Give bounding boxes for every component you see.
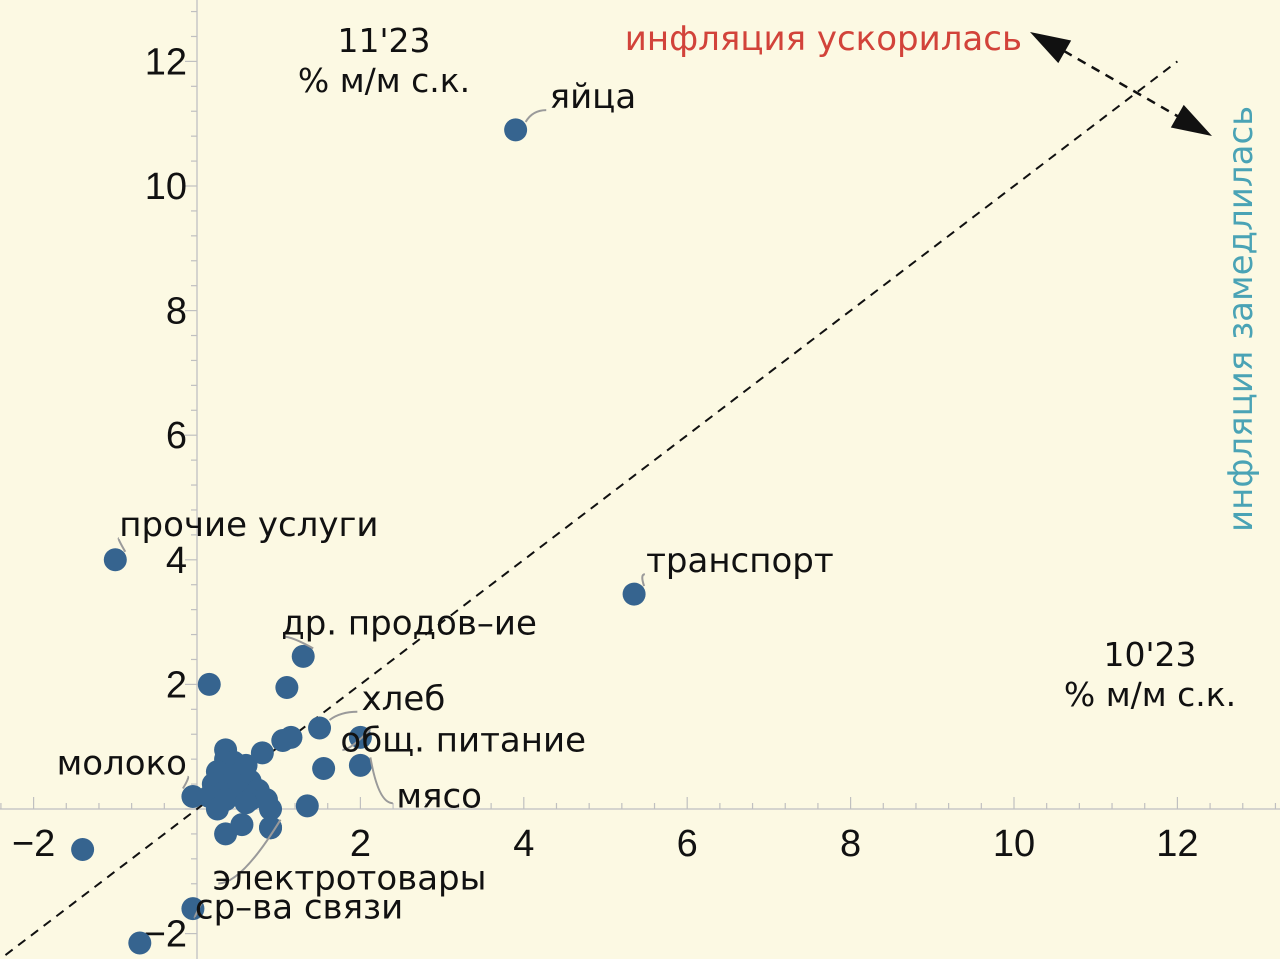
- point-label: общ. питание: [340, 720, 586, 760]
- data-point: [181, 785, 205, 809]
- x-tick-label: 2: [350, 823, 371, 865]
- data-point: [259, 816, 283, 840]
- inflation-accelerated-annotation: инфляция ускорилась: [625, 19, 1022, 59]
- y-tick-label: 12: [145, 41, 187, 83]
- x-period-line2: % м/м с.к.: [1064, 675, 1236, 714]
- leader-line: [641, 573, 646, 587]
- leader-line: [369, 757, 393, 805]
- x-period-line1: 10'23: [1103, 635, 1196, 674]
- diagonal-reference-line: [0, 60, 1179, 959]
- point-label: хлеб: [362, 679, 446, 719]
- point-label: электротовары: [213, 859, 487, 899]
- x-tick-label: 6: [677, 823, 698, 865]
- data-point: [250, 741, 274, 765]
- data-point: [197, 672, 221, 696]
- arrow-head-up: [1030, 32, 1072, 64]
- data-point: [214, 822, 238, 846]
- reference-layer: [0, 32, 1212, 959]
- point-label: молоко: [57, 744, 187, 784]
- data-point: [291, 644, 315, 668]
- y-tick-label: 6: [166, 415, 187, 457]
- data-point: [128, 931, 152, 955]
- point-label: ср–ва связи: [195, 888, 403, 928]
- x-tick-label: 8: [840, 823, 861, 865]
- data-point: [259, 797, 283, 821]
- leader-line: [193, 900, 204, 919]
- y-tick-label: 10: [145, 166, 187, 208]
- x-tick-label: 10: [993, 823, 1035, 865]
- point-label: яйца: [550, 77, 637, 117]
- data-point: [308, 716, 332, 740]
- y-tick-label: 8: [166, 291, 187, 333]
- y-period-line1: 11'23: [337, 21, 430, 60]
- data-point: [234, 791, 258, 815]
- labels-layer: яйца прочие услуги транспорт др. продов–ие х…: [57, 77, 834, 928]
- point-label: транспорт: [646, 541, 834, 581]
- data-point: [622, 582, 646, 606]
- leader-line: [342, 728, 372, 751]
- leader-line: [328, 710, 358, 721]
- arrow-shaft: [1049, 41, 1187, 123]
- leader-line: [182, 775, 190, 790]
- data-point: [312, 757, 336, 781]
- x-tick-label: 12: [1156, 823, 1198, 865]
- point-label: мясо: [396, 776, 482, 816]
- data-point: [295, 794, 319, 818]
- leader-line: [218, 819, 282, 885]
- x-tick-label: −2: [12, 823, 55, 865]
- point-label: прочие услуги: [119, 505, 378, 545]
- inflation-slowed-annotation: инфляция замедлилась: [1221, 106, 1261, 532]
- data-point: [504, 118, 528, 142]
- y-tick-label: −2: [144, 914, 187, 956]
- data-point: [103, 548, 127, 572]
- point-label: др. продов–ие: [281, 603, 537, 643]
- points-layer: [71, 118, 646, 955]
- y-tick-label: 4: [166, 540, 187, 582]
- data-point: [271, 728, 295, 752]
- x-tick-label: 4: [513, 823, 534, 865]
- arrow-head-down: [1170, 104, 1212, 136]
- leader-line: [283, 635, 314, 650]
- leader-line: [117, 537, 127, 553]
- data-point: [181, 897, 205, 921]
- data-point: [71, 837, 95, 861]
- y-tick-label: 2: [166, 664, 187, 706]
- data-point: [348, 753, 372, 777]
- leader-line: [524, 109, 547, 123]
- y-period-line2: % м/м с.к.: [298, 61, 470, 100]
- data-point: [205, 797, 229, 821]
- data-point: [275, 676, 299, 700]
